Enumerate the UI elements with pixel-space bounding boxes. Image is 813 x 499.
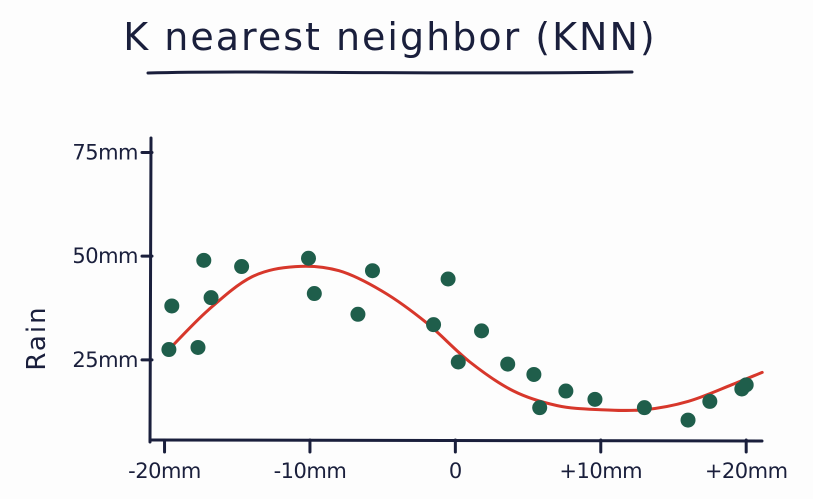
data-point xyxy=(450,354,466,370)
x-tick-label: +10mm xyxy=(559,459,642,483)
title-underline xyxy=(146,70,634,75)
data-point xyxy=(680,412,696,428)
data-point xyxy=(702,393,718,409)
regression-curve xyxy=(167,264,764,412)
y-axis-line xyxy=(148,136,153,444)
data-point xyxy=(300,250,316,266)
data-point xyxy=(350,306,366,322)
data-point xyxy=(532,400,548,416)
data-point xyxy=(161,342,177,358)
y-tick-label: 25mm xyxy=(72,348,138,372)
data-point xyxy=(306,286,322,302)
data-point xyxy=(738,377,754,393)
y-tick-label: 50mm xyxy=(72,244,138,268)
x-tick-label: +20mm xyxy=(705,459,788,483)
data-point xyxy=(500,356,516,372)
data-point xyxy=(164,298,180,314)
y-tick-label: 75mm xyxy=(72,140,138,164)
data-point xyxy=(587,391,603,407)
data-point xyxy=(636,400,652,416)
data-point xyxy=(364,263,380,279)
data-point xyxy=(234,259,250,275)
chart-title: K nearest neighbor (KNN) xyxy=(123,15,656,59)
data-point xyxy=(474,323,490,339)
data-point xyxy=(190,339,206,355)
data-point xyxy=(426,317,442,333)
x-tick-label: -20mm xyxy=(128,459,201,483)
x-tick-label: 0 xyxy=(449,459,462,483)
y-axis-label: Rain xyxy=(22,305,52,370)
data-points xyxy=(161,250,754,428)
data-point xyxy=(558,383,574,399)
x-tick-label: -10mm xyxy=(274,459,347,483)
data-point xyxy=(526,366,542,382)
data-point xyxy=(440,271,456,287)
data-point xyxy=(196,252,212,268)
axis-ticks: -20mm -10mm 0 +10mm +20mm 25mm 50mm 75mm xyxy=(72,140,788,483)
data-point xyxy=(203,290,219,306)
